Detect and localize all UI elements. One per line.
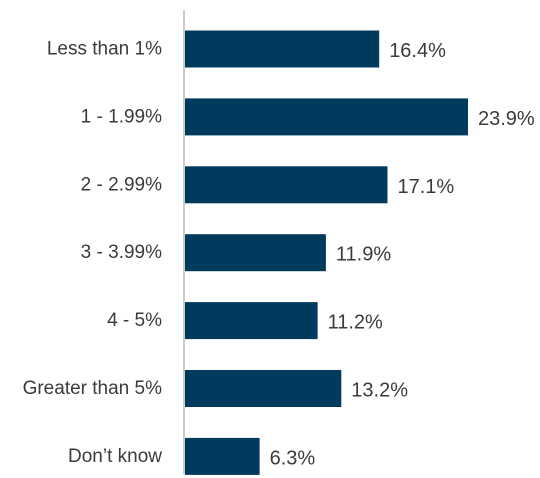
- value-label: 11.9%: [336, 244, 391, 266]
- value-label: 6.3%: [270, 447, 316, 469]
- value-label: 13.2%: [351, 380, 408, 402]
- bar: [185, 234, 326, 272]
- category-label: Greater than 5%: [23, 378, 163, 399]
- value-label: 17.1%: [398, 176, 455, 198]
- bar: [185, 437, 260, 475]
- category-label: 2 - 2.99%: [81, 174, 162, 195]
- bar: [185, 98, 468, 136]
- category-label: 4 - 5%: [107, 310, 162, 331]
- bar: [185, 166, 388, 204]
- category-label: Don’t know: [68, 446, 162, 467]
- category-label: 3 - 3.99%: [81, 242, 162, 263]
- category-label: Less than 1%: [47, 39, 162, 60]
- bar-group: [185, 30, 468, 475]
- value-label: 16.4%: [389, 40, 446, 62]
- category-label: 1 - 1.99%: [81, 106, 162, 127]
- value-labels: 16.4% 23.9% 17.1% 11.9% 11.2% 13.2% 6.3%: [270, 40, 535, 469]
- category-labels: Less than 1% 1 - 1.99% 2 - 2.99% 3 - 3.99% 4…: [23, 39, 163, 467]
- value-label: 11.2%: [328, 312, 383, 334]
- bar: [185, 30, 380, 68]
- bar: [185, 302, 318, 340]
- bar: [185, 370, 342, 407]
- value-label: 23.9%: [478, 108, 535, 130]
